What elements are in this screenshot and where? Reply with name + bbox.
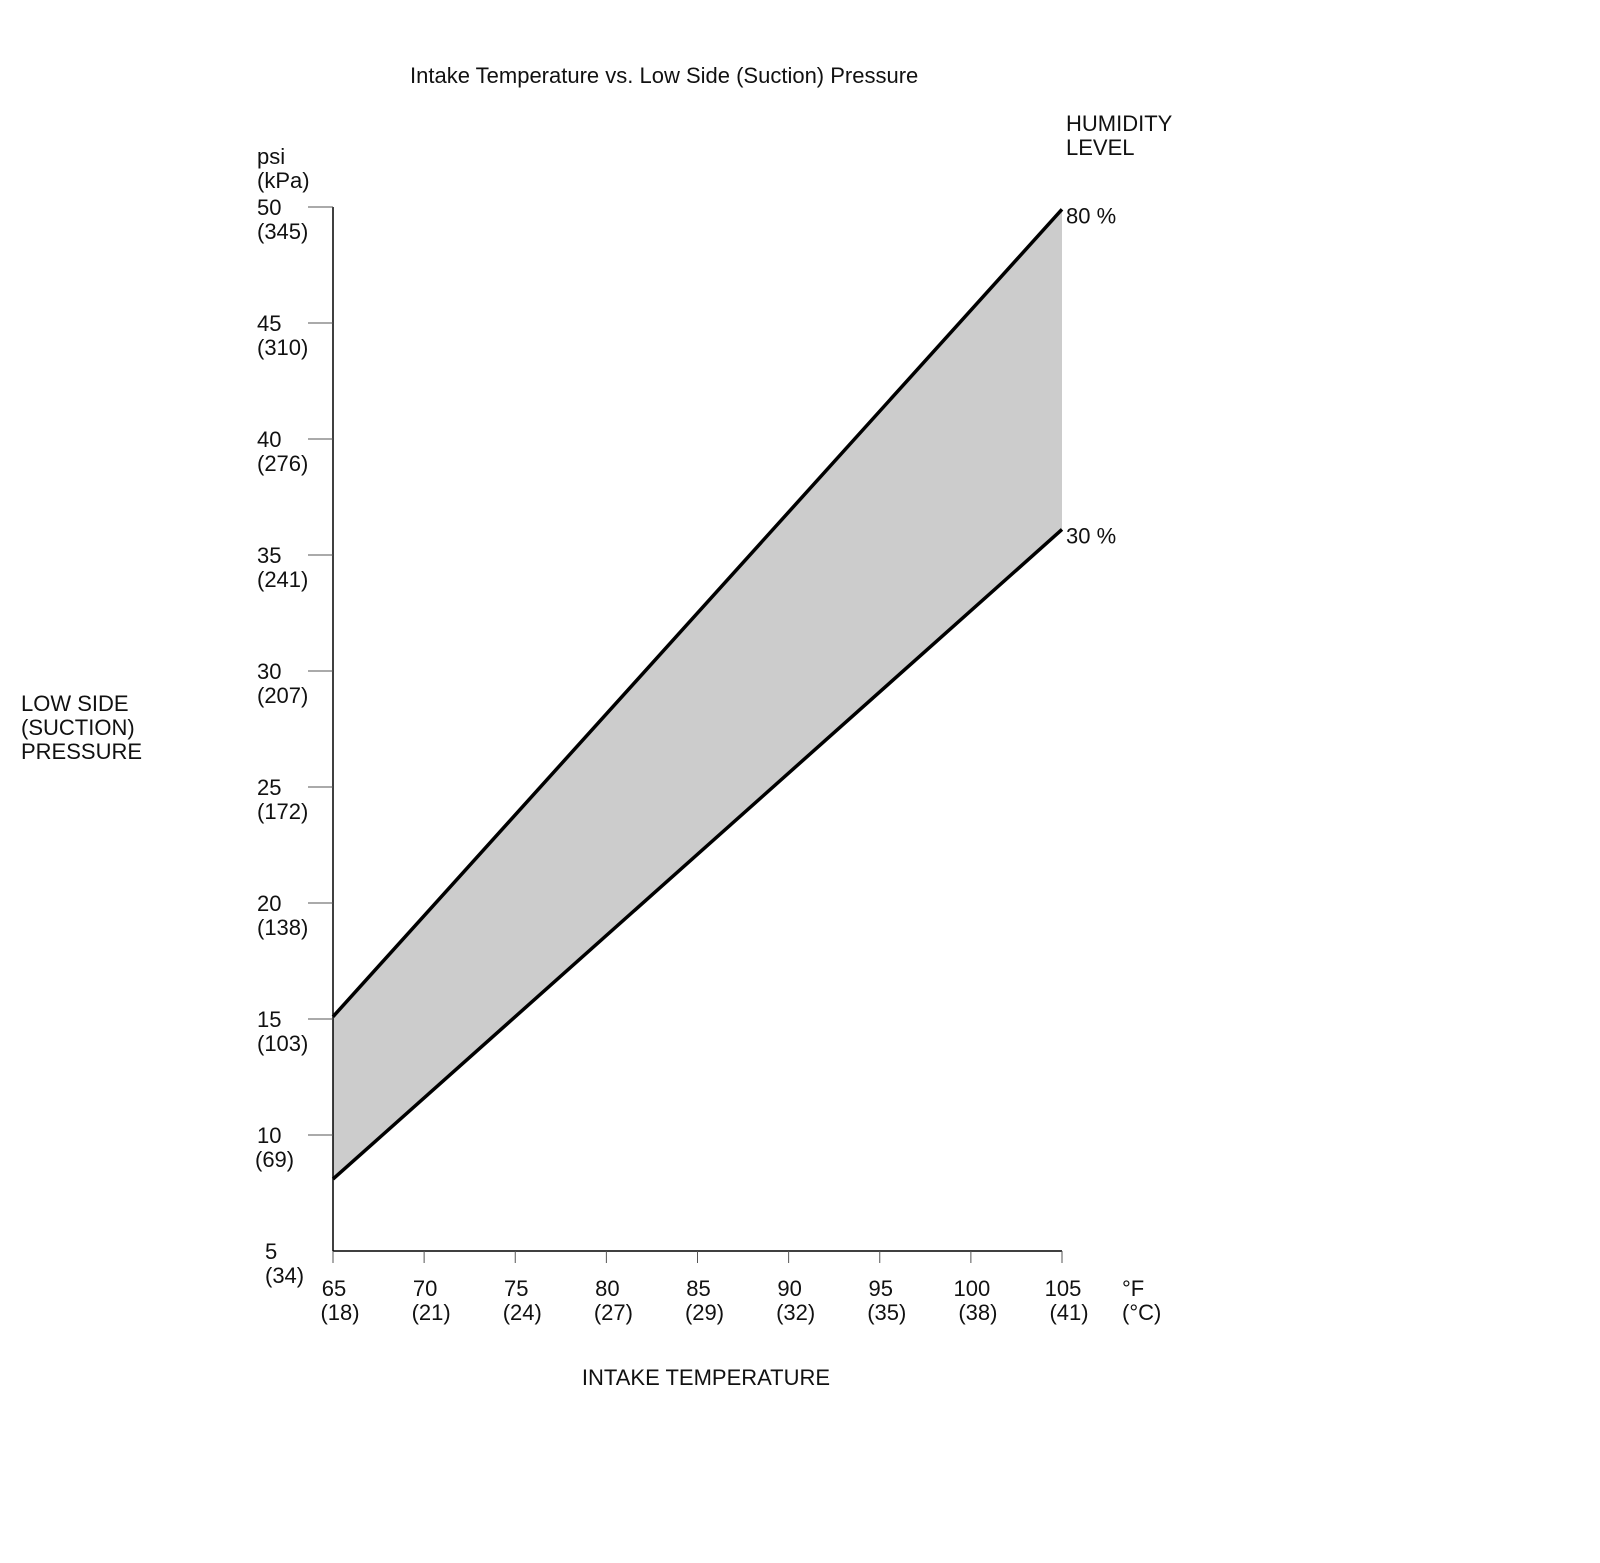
humidity-band xyxy=(333,209,1062,1180)
y-tick-label: 30 xyxy=(257,659,281,684)
series-labels: 80 % 30 % xyxy=(1066,203,1116,548)
y-tick-sublabel: (310) xyxy=(257,335,308,360)
y-tick-sublabel: (138) xyxy=(257,915,308,940)
y-tick-sublabel: (69) xyxy=(255,1147,294,1172)
series-line xyxy=(331,528,1064,1181)
x-tick-label: 90 xyxy=(777,1276,801,1301)
y-tick-label: 15 xyxy=(257,1007,281,1032)
y-tick-label: 40 xyxy=(257,427,281,452)
chart-title: Intake Temperature vs. Low Side (Suction… xyxy=(410,63,918,88)
y-tick-sublabel: (345) xyxy=(257,219,308,244)
x-unit-label: °F (°C) xyxy=(1122,1276,1161,1325)
x-tick-label: 95 xyxy=(869,1276,893,1301)
y-tick-label: 10 xyxy=(257,1123,281,1148)
x-unit-f: °F xyxy=(1122,1276,1144,1301)
y-axis-title-line2: (SUCTION) xyxy=(21,715,135,740)
series-lines xyxy=(331,208,1064,1181)
y-axis-title-line3: PRESSURE xyxy=(21,739,142,764)
y-tick-label: 25 xyxy=(257,775,281,800)
y-tick-sublabel: (207) xyxy=(257,683,308,708)
legend-title-line2: LEVEL xyxy=(1066,135,1135,160)
y-tick-sublabel: (276) xyxy=(257,451,308,476)
y-tick-label: 45 xyxy=(257,311,281,336)
x-axis-title: INTAKE TEMPERATURE xyxy=(582,1365,830,1390)
x-tick-sublabel: (41) xyxy=(1049,1300,1088,1325)
series-end-label: 30 % xyxy=(1066,523,1116,548)
y-axis-title-line1: LOW SIDE xyxy=(21,691,129,716)
x-tick-sublabel: (38) xyxy=(958,1300,997,1325)
x-tick-label: 105 xyxy=(1045,1276,1082,1301)
x-tick-label: 70 xyxy=(413,1276,437,1301)
legend-title-line1: HUMIDITY xyxy=(1066,111,1173,136)
x-tick-sublabel: (35) xyxy=(867,1300,906,1325)
y-tick-label: 20 xyxy=(257,891,281,916)
x-tick-sublabel: (32) xyxy=(776,1300,815,1325)
y-tick-label: 50 xyxy=(257,195,281,220)
x-unit-c: (°C) xyxy=(1122,1300,1161,1325)
x-tick-label: 85 xyxy=(686,1276,710,1301)
series-line xyxy=(331,208,1064,1018)
y-tick-label: 5 xyxy=(265,1239,277,1264)
legend-title: HUMIDITY LEVEL xyxy=(1066,111,1173,160)
x-axis: 65(18)70(21)75(24)80(27)85(29)90(32)95(3… xyxy=(320,1250,1089,1325)
x-tick-sublabel: (21) xyxy=(412,1300,451,1325)
x-tick-label: 65 xyxy=(322,1276,346,1301)
x-tick-label: 75 xyxy=(504,1276,528,1301)
x-tick-sublabel: (24) xyxy=(503,1300,542,1325)
y-tick-sublabel: (103) xyxy=(257,1031,308,1056)
x-tick-label: 100 xyxy=(954,1276,991,1301)
x-tick-label: 80 xyxy=(595,1276,619,1301)
y-tick-sublabel: (172) xyxy=(257,799,308,824)
y-tick-label: 35 xyxy=(257,543,281,568)
x-tick-sublabel: (18) xyxy=(320,1300,359,1325)
x-tick-sublabel: (29) xyxy=(685,1300,724,1325)
series-end-label: 80 % xyxy=(1066,203,1116,228)
y-axis-title: LOW SIDE (SUCTION) PRESSURE xyxy=(21,691,142,764)
y-tick-sublabel: (241) xyxy=(257,567,308,592)
y-unit-kpa: (kPa) xyxy=(257,168,310,193)
x-tick-sublabel: (27) xyxy=(594,1300,633,1325)
y-unit-psi: psi xyxy=(257,144,285,169)
y-unit-label: psi (kPa) xyxy=(257,144,310,193)
y-tick-sublabel: (34) xyxy=(265,1263,304,1288)
y-axis: 5(34) 10(69) 15(103) 20(138) 25(172) 30(207) 3… xyxy=(255,195,334,1288)
